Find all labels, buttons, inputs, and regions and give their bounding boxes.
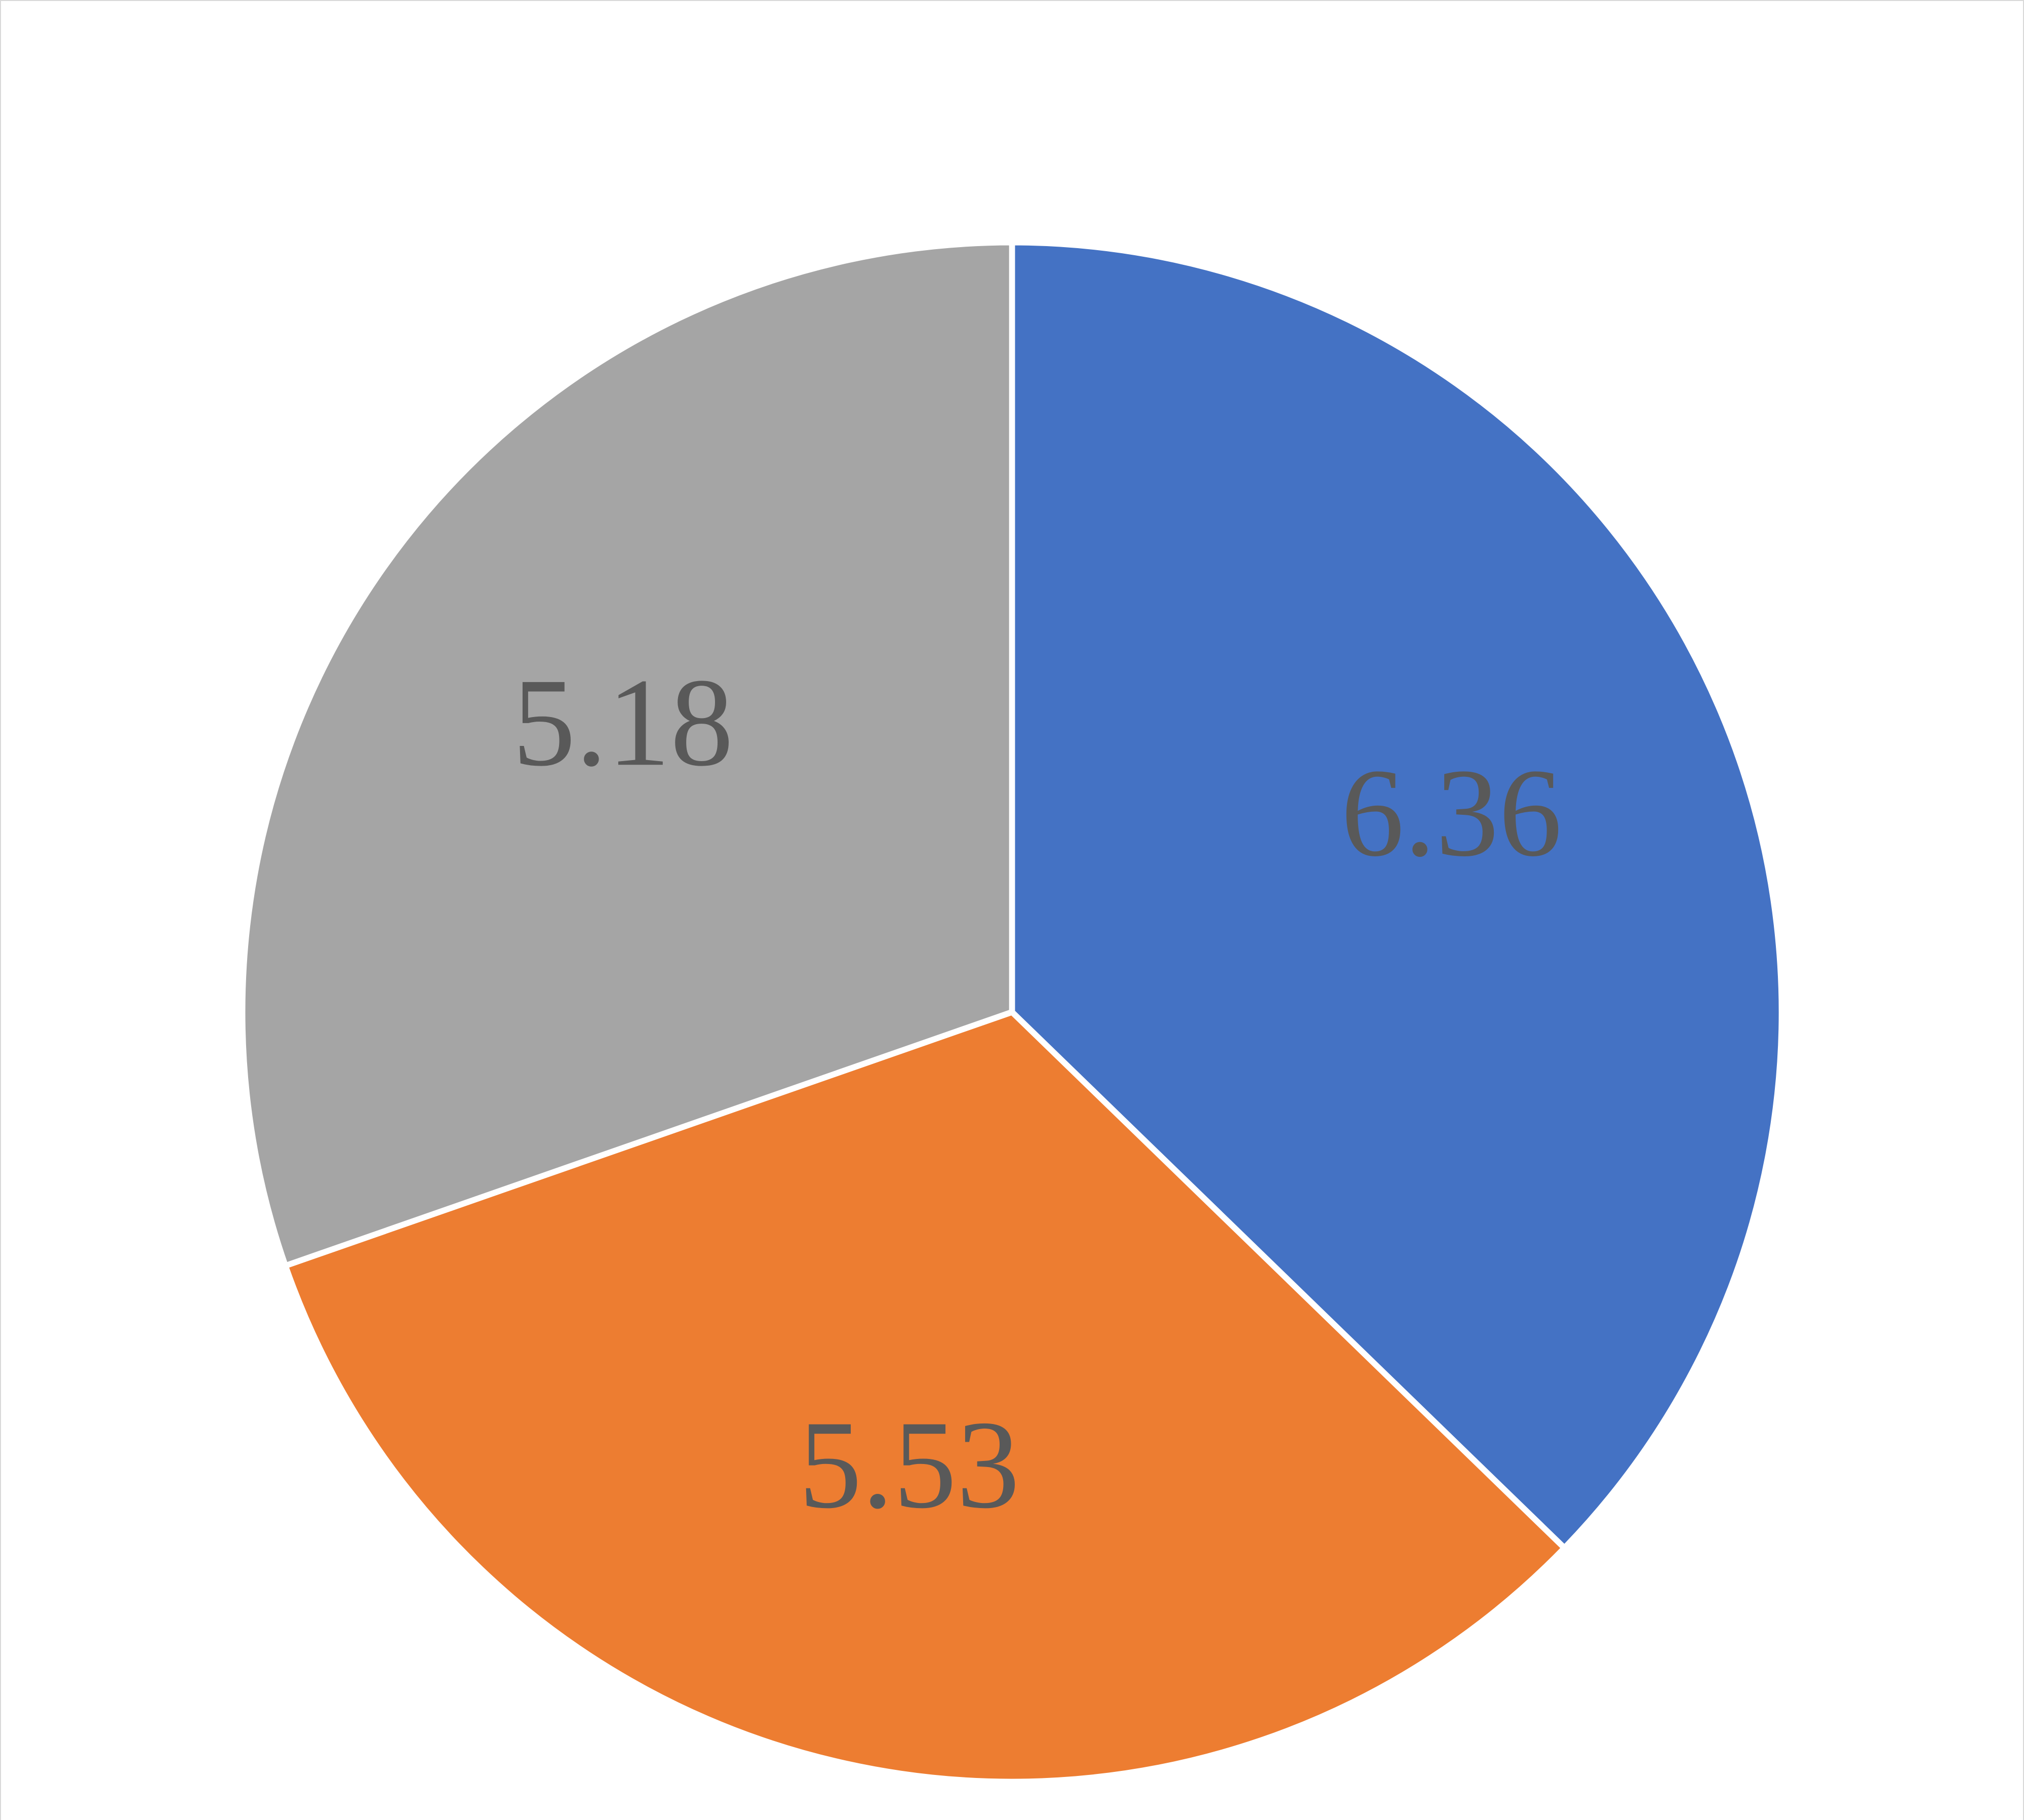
pie-chart: 6.36 5.53 5.18: [25, 25, 1999, 1820]
slice-label-1: 5.53: [799, 1395, 1019, 1534]
slice-label-0: 6.36: [1341, 743, 1562, 883]
slice-label-2: 5.18: [512, 652, 733, 792]
plot-area: 6.36 5.53 5.18: [25, 25, 1999, 1820]
chart-container: 6.365.535.18 June 1st - 16:45 - 17:45 PM…: [0, 0, 2024, 1820]
